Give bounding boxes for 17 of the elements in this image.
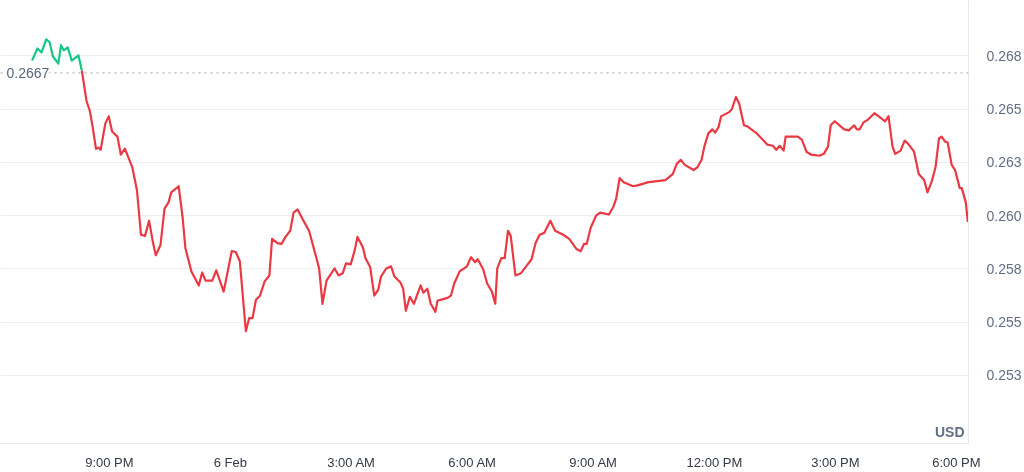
y-tick-label: 0.260 xyxy=(986,207,1022,224)
y-tick-label: 0.263 xyxy=(986,154,1022,171)
y-tick-label: 0.253 xyxy=(986,367,1022,384)
x-tick-label: 9:00 PM xyxy=(85,454,134,470)
x-tick-label: 6:00 AM xyxy=(448,454,496,470)
x-tick-label: 3:00 AM xyxy=(327,454,375,470)
x-tick-label: 3:00 PM xyxy=(811,454,860,470)
x-tick-label: 9:00 AM xyxy=(569,454,617,470)
y-tick-label: 0.255 xyxy=(986,314,1022,331)
y-tick-label: 0.258 xyxy=(986,260,1022,277)
ref-line-label: 0.2667 xyxy=(6,64,50,81)
x-tick-label: 6 Feb xyxy=(213,454,248,470)
y-tick-label: 0.265 xyxy=(986,101,1022,118)
x-tick-label: 6:00 PM xyxy=(932,454,981,470)
x-tick-label: 12:00 PM xyxy=(686,454,743,470)
y-axis-title: USD xyxy=(934,423,965,440)
y-tick-label: 0.268 xyxy=(986,47,1022,64)
